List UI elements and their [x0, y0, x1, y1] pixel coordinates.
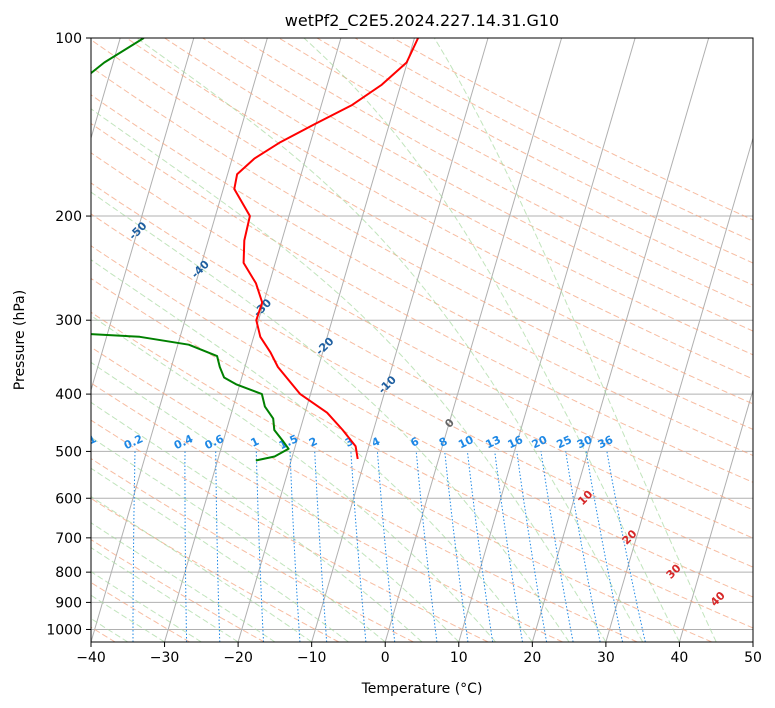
moist-adiabat-line: [433, 38, 717, 642]
dry-adiabat-line: [91, 382, 563, 642]
x-tick-label: 0: [381, 650, 390, 666]
mixing-ratio-lines: [132, 451, 646, 642]
mixing-ratio-line: [376, 451, 396, 642]
mixing-ratio-line: [350, 451, 367, 642]
y-tick-label: 700: [55, 531, 82, 547]
dry-adiabat-line: [91, 419, 489, 642]
profile-series: [91, 38, 420, 462]
y-axis-ticks: 100 200 300 400 500 600 700 800 900 1000: [46, 31, 91, 638]
y-tick-label: 600: [55, 491, 82, 507]
plot-frame: [90, 37, 754, 643]
dry-adiabat-line: [91, 311, 713, 642]
moist-adiabat-line: [91, 108, 607, 642]
x-tick-label: 20: [523, 650, 541, 666]
dry-adiabats: [91, 38, 753, 642]
moist-adiabat-line: [303, 38, 680, 642]
dry-adiabat-line: [91, 346, 638, 642]
moist-adiabat-line: [91, 495, 312, 642]
mixing-ratio-line: [132, 451, 136, 642]
isotherm-line: [237, 38, 415, 642]
mixing-ratio-label: 36: [596, 433, 616, 451]
y-axis-label: Pressure (hPa): [12, 290, 28, 390]
isotherm-line: [678, 388, 753, 642]
mixing-ratio-label: 25: [555, 433, 574, 451]
y-tick-label: 500: [55, 444, 82, 460]
moist-adiabat-line: [91, 522, 276, 642]
dry-adiabat-line: [91, 39, 753, 405]
moist-adiabat-line: [91, 315, 496, 642]
dry-adiabat-line: [91, 66, 753, 430]
dry-adiabat-line: [91, 277, 753, 629]
dry-adiabat-line: [91, 581, 190, 642]
y-tick-label: 400: [55, 387, 82, 403]
dry-adiabat-line: [91, 457, 414, 642]
moist-adiabat-line: [91, 401, 423, 642]
mixing-ratio-line: [255, 451, 264, 642]
y-tick-label: 800: [55, 565, 82, 581]
mixing-ratio-line: [289, 451, 301, 642]
dry-adiabat-line: [126, 38, 753, 380]
y-tick-label: 300: [55, 313, 82, 329]
dry-adiabat-line: [91, 182, 753, 539]
moist-adiabat-line: [91, 547, 239, 642]
mixing-ratio-line: [184, 451, 188, 642]
mixing-ratio-label: 20: [530, 433, 550, 451]
moist-adiabat-line: [136, 38, 644, 642]
mixing-ratio-line: [314, 451, 328, 642]
dry-adiabat-line: [91, 539, 265, 642]
x-axis-label: Temperature (°C): [361, 681, 483, 697]
dry-adiabat-line: [164, 38, 753, 356]
mixing-ratio-line: [215, 451, 221, 642]
y-tick-label: 900: [55, 595, 82, 611]
y-tick-label: 100: [55, 31, 82, 47]
x-tick-label: 40: [671, 650, 689, 666]
chart-title: wetPf2_C2E5.2024.227.14.31.G10: [285, 11, 559, 31]
isotherm-line: [458, 38, 636, 642]
isotherm-line: [531, 38, 710, 642]
dry-adiabat-line: [91, 213, 753, 568]
dry-adiabat-line: [278, 38, 753, 286]
dry-adiabat-line: [91, 94, 753, 457]
x-tick-label: −40: [76, 650, 106, 666]
isotherm-line: [384, 38, 563, 642]
dewpoint-profile-line: [91, 38, 290, 462]
x-tick-label: 50: [744, 650, 762, 666]
x-tick-label: −20: [223, 650, 253, 666]
dry-adiabat-line: [202, 38, 753, 332]
mixing-ratio-label: 0.1: [75, 432, 98, 452]
moist-adiabats: [91, 38, 717, 642]
mixing-ratio-label: 10: [456, 433, 476, 451]
mixing-ratio-label: 16: [506, 433, 526, 451]
moist-adiabat-line: [91, 191, 570, 642]
x-axis-ticks: −40 −30 −20 −10 0 10 20 30 40 50: [76, 642, 762, 666]
mixing-ratio-label: 13: [484, 433, 503, 451]
moist-adiabat-line: [91, 436, 386, 642]
y-tick-label: 200: [55, 209, 82, 225]
mixing-ratio-line: [606, 451, 646, 642]
x-tick-label: 30: [597, 650, 615, 666]
dry-adiabat-line: [91, 245, 753, 598]
mixing-ratio-line: [415, 451, 438, 642]
x-tick-label: −10: [297, 650, 327, 666]
temperature-profile-line: [233, 38, 420, 460]
y-tick-label: 1000: [46, 622, 82, 638]
isotherm-line: [164, 38, 342, 642]
isotherm-line: [91, 38, 195, 392]
mixing-ratio-label: 30: [575, 433, 595, 451]
dry-adiabat-line: [91, 152, 753, 511]
x-tick-label: 10: [450, 650, 468, 666]
x-tick-label: −30: [150, 650, 180, 666]
